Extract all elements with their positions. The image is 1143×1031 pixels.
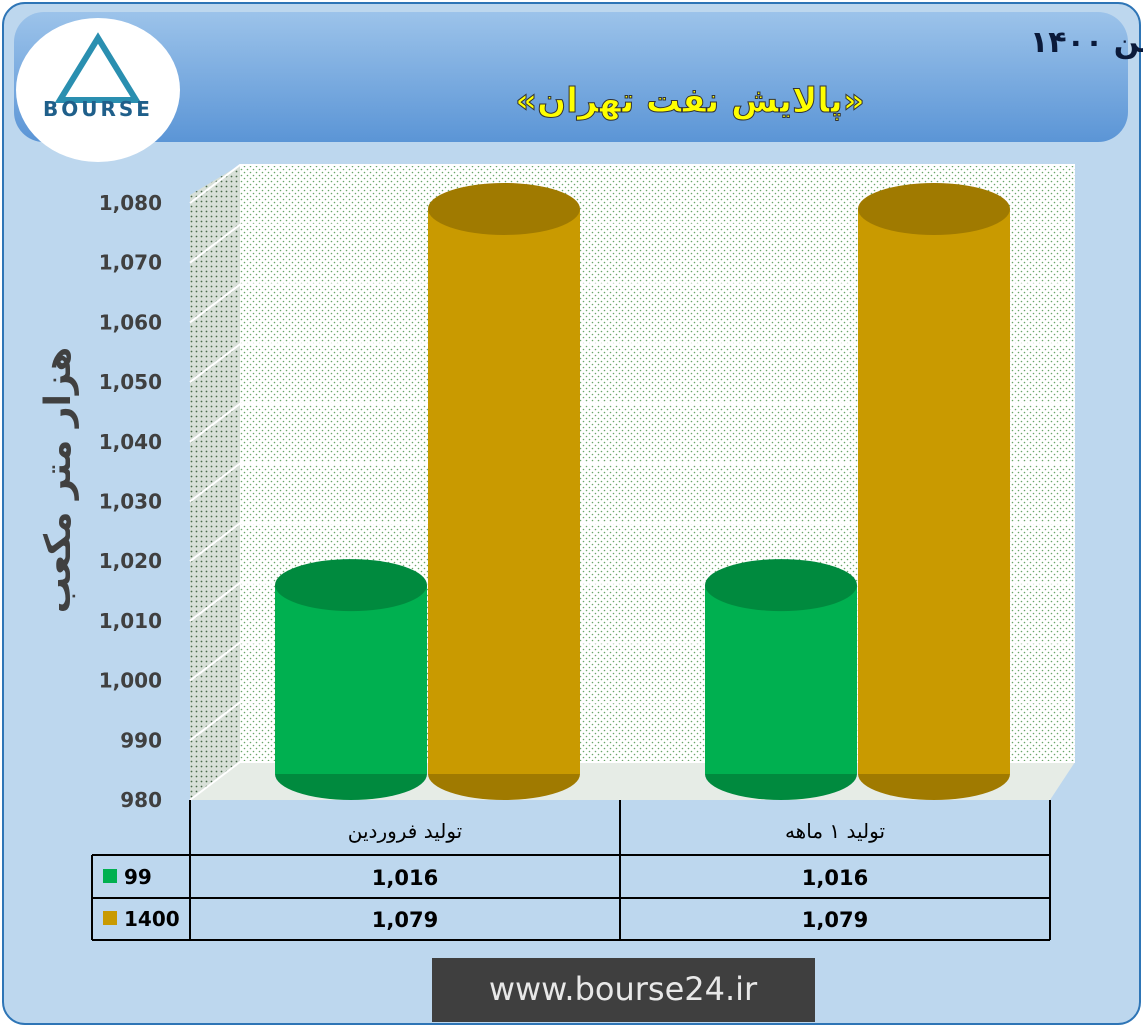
header — [14, 12, 1128, 142]
legend-swatch — [103, 869, 117, 883]
y-tick-label: 1,050 — [99, 370, 162, 394]
chart-subtitle: «پالایش نفت تهران» — [515, 81, 865, 121]
y-tick-label: 1,020 — [99, 549, 162, 573]
bar-top — [858, 182, 1010, 235]
footer-url: www.bourse24.ir — [489, 970, 758, 1008]
y-tick-label: 1,030 — [99, 490, 162, 514]
bar — [275, 585, 427, 774]
grid-line — [189, 402, 1075, 443]
chart-title: گزارش تولید ماهانه و ۱ ماهه منتهی به فرو… — [1030, 24, 1143, 60]
grid-line — [189, 164, 1075, 204]
bar-top — [428, 182, 580, 235]
y-tick-label: 1,070 — [99, 251, 162, 275]
grid-line — [189, 522, 1075, 562]
bar — [858, 208, 1010, 775]
y-tick-label: 980 — [120, 788, 162, 812]
y-tick-label: 1,000 — [99, 669, 162, 693]
bar-top — [275, 559, 427, 612]
legend-label: 99 — [124, 865, 152, 889]
data-label: 1,016 — [372, 866, 438, 890]
bar-top — [705, 559, 857, 612]
y-tick-label: 1,080 — [99, 191, 162, 215]
grid-line — [189, 462, 1075, 503]
category-label: تولید ۱ ماهه — [785, 819, 885, 843]
grid-line — [189, 223, 1075, 264]
y-tick-label: 1,040 — [99, 430, 162, 454]
bar — [705, 585, 857, 774]
category-label: تولید فروردین — [348, 819, 463, 843]
logo-text: BOURSE — [43, 97, 153, 121]
data-label: 1,079 — [802, 908, 868, 932]
y-tick-label: 1,010 — [99, 609, 162, 633]
logo-bg — [16, 18, 180, 162]
data-label: 1,079 — [372, 908, 438, 932]
bar — [428, 208, 580, 775]
grid-line — [189, 343, 1075, 383]
legend-swatch — [103, 911, 117, 925]
y-tick-label: 990 — [120, 728, 162, 752]
y-tick-label: 1,060 — [99, 310, 162, 334]
legend-label: 1400 — [124, 907, 180, 931]
data-label: 1,016 — [802, 866, 868, 890]
y-axis-label: هزار متر مکعب — [38, 347, 79, 614]
grid-line — [189, 283, 1075, 324]
footer-box — [432, 958, 815, 1022]
logo-icon — [54, 32, 142, 103]
